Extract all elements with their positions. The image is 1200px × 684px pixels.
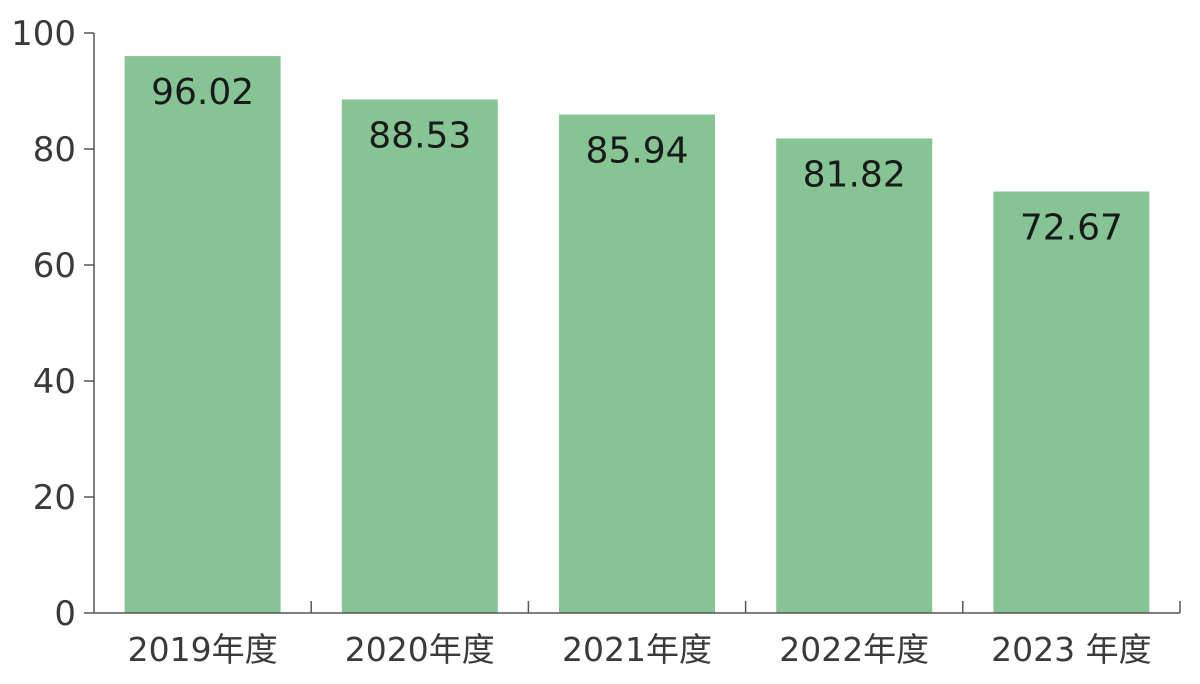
bar <box>124 56 281 614</box>
x-tick-label: 2019年度 <box>128 630 278 669</box>
y-tick-label: 60 <box>33 246 76 286</box>
data-label: 81.82 <box>803 154 906 195</box>
data-label: 88.53 <box>368 116 471 157</box>
bar <box>993 191 1150 613</box>
y-tick-label: 100 <box>11 14 76 54</box>
data-labels: 96.02 88.53 85.94 81.82 72.67 <box>151 72 1123 248</box>
y-tick-label: 20 <box>33 478 76 518</box>
data-label: 72.67 <box>1020 208 1123 249</box>
x-ticks: 2019年度 2020年度 2021年度 2022年度 2023 年度 <box>128 601 1181 669</box>
x-tick-label: 2023 年度 <box>991 630 1151 669</box>
y-ticks: 0 20 40 60 80 100 <box>11 14 94 634</box>
axes-layer <box>93 33 1180 614</box>
y-tick-label: 40 <box>33 362 76 402</box>
data-label: 96.02 <box>151 72 254 113</box>
x-tick-label: 2020年度 <box>345 630 495 669</box>
bars-layer <box>124 56 1150 614</box>
data-label: 85.94 <box>585 131 688 172</box>
bar <box>776 138 933 613</box>
bar <box>559 114 715 613</box>
y-tick-label: 80 <box>33 130 76 170</box>
y-tick-label: 0 <box>54 594 76 634</box>
x-tick-label: 2022年度 <box>779 630 929 669</box>
x-tick-label: 2021年度 <box>562 630 712 669</box>
bar <box>341 99 498 613</box>
